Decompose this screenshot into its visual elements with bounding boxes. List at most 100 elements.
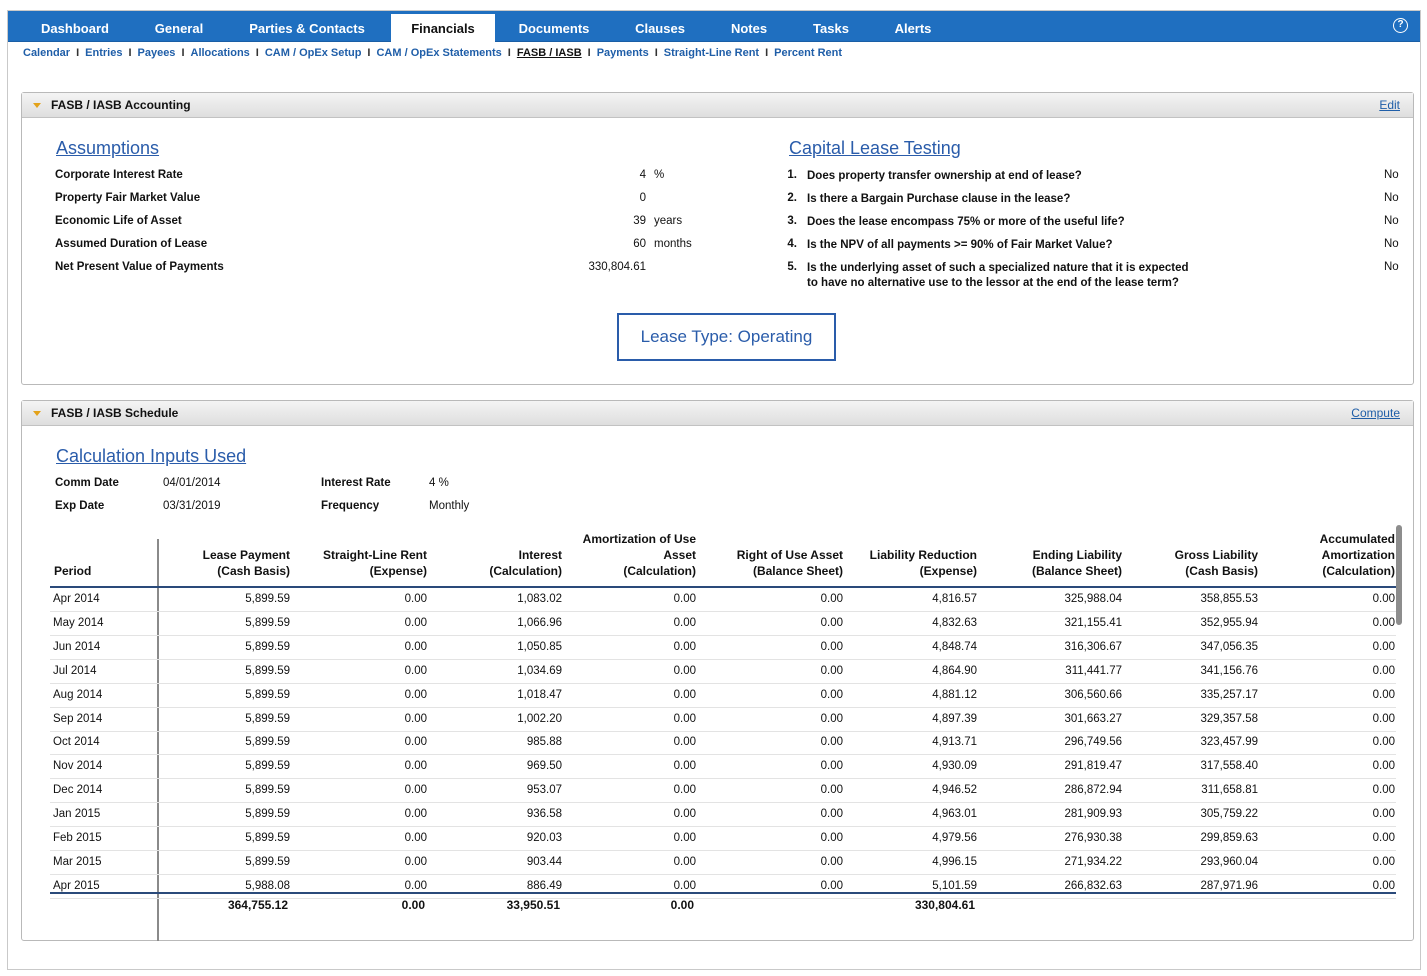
subnav-calendar[interactable]: Calendar (23, 47, 71, 59)
column-header: Lease Payment (Cash Basis) (165, 521, 290, 585)
question-number: 5. (787, 261, 797, 273)
tab-general[interactable]: General (154, 21, 204, 36)
table-row[interactable]: Aug 2014 5,899.59 0.00 1,018.47 0.00 0.00 4,88… (50, 684, 1396, 708)
tab-dashboard[interactable]: Dashboard (41, 21, 109, 36)
interest-rate-label: Interest Rate (321, 477, 391, 489)
exp-date-label: Exp Date (55, 500, 105, 512)
period-cell: Jan 2015 (53, 808, 101, 821)
table-cell: 5,899.59 (245, 712, 290, 725)
question-number: 4. (787, 238, 797, 250)
table-row[interactable]: Sep 2014 5,899.59 0.00 1,002.20 0.00 0.00 4,89… (50, 708, 1396, 732)
column-header: Period (54, 521, 154, 585)
period-cell: Jun 2014 (53, 640, 101, 653)
column-header: Ending Liability (Balance Sheet) (982, 521, 1122, 585)
table-cell: 0.00 (404, 736, 427, 749)
subnav-payees[interactable]: Payees (137, 47, 176, 59)
subnav-percent-rent[interactable]: Percent Rent (774, 47, 843, 59)
edit-link[interactable]: Edit (1379, 98, 1400, 112)
column-header-line: (Expense) (369, 564, 427, 578)
table-row[interactable]: Feb 2015 5,899.59 0.00 920.03 0.00 0.00 4,979.… (50, 827, 1396, 851)
assumption-label: Corporate Interest Rate (55, 169, 183, 181)
table-cell: 0.00 (1372, 640, 1395, 653)
table-cell: 0.00 (673, 832, 696, 844)
subnav-entries[interactable]: Entries (85, 47, 123, 59)
collapse-triangle-icon[interactable] (33, 411, 41, 416)
tab-tasks[interactable]: Tasks (813, 21, 849, 36)
table-cell: 4,881.12 (932, 688, 977, 701)
subnav-fasb-iasb[interactable]: FASB / IASB (516, 47, 582, 59)
table-scrollbar[interactable] (1396, 525, 1402, 625)
table-row[interactable]: Nov 2014 5,899.59 0.00 969.50 0.00 0.00 4,930.… (50, 755, 1396, 780)
table-cell: 271,934.22 (1064, 855, 1122, 868)
total-cell: 0.00 (670, 898, 694, 912)
subnav-cam-opex-setup[interactable]: CAM / OpEx Setup (264, 47, 362, 59)
tab-parties-contacts[interactable]: Parties & Contacts (249, 21, 365, 36)
table-cell: 0.00 (404, 855, 427, 868)
table-cell: 0.00 (820, 616, 843, 629)
assumption-label: Assumed Duration of Lease (55, 238, 208, 250)
total-cell: 364,755.12 (227, 898, 288, 912)
column-header-line: (Balance Sheet) (752, 564, 843, 578)
assumption-unit: % (654, 169, 665, 181)
table-cell: 287,971.96 (1200, 879, 1258, 892)
accounting-panel-header[interactable]: FASB / IASB Accounting Edit (22, 93, 1413, 118)
period-cell: May 2014 (53, 616, 104, 629)
tab-notes[interactable]: Notes (730, 21, 768, 36)
tab-clauses[interactable]: Clauses (635, 21, 685, 36)
table-cell: 0.00 (404, 832, 427, 844)
table-row[interactable]: Oct 2014 5,899.59 0.00 985.88 0.00 0.00 4,913.… (50, 731, 1396, 756)
tab-alerts[interactable]: Alerts (894, 21, 932, 36)
table-cell: 0.00 (404, 664, 427, 677)
table-cell: 0.00 (673, 616, 696, 629)
column-header: Straight-Line Rent (Expense) (299, 521, 427, 585)
table-cell: 5,988.08 (245, 879, 290, 892)
table-cell: 0.00 (1372, 855, 1395, 868)
total-cell: 0.00 (401, 898, 425, 912)
table-cell: 0.00 (820, 784, 843, 797)
total-cell (701, 894, 841, 916)
table-row[interactable]: Apr 2015 5,988.08 0.00 886.49 0.00 0.00 5,101.… (50, 875, 1396, 899)
table-cell: 0.00 (1372, 879, 1395, 892)
question-text: Does property transfer ownership at end … (807, 170, 1082, 182)
assumption-value: 60 (633, 238, 646, 250)
column-header-line: Ending Liability (1032, 548, 1122, 562)
table-cell: 329,357.58 (1200, 712, 1258, 725)
tab-documents[interactable]: Documents (518, 21, 590, 36)
table-cell: 0.00 (1372, 736, 1395, 749)
table-row[interactable]: Apr 2014 5,899.59 0.00 1,083.02 0.00 0.00 4,81… (50, 588, 1396, 612)
schedule-panel-header[interactable]: FASB / IASB Schedule Compute (22, 401, 1413, 426)
frequency-label: Frequency (321, 500, 380, 512)
table-row[interactable]: Dec 2014 5,899.59 0.00 953.07 0.00 0.00 4,946.… (50, 779, 1396, 804)
table-cell: 0.00 (1372, 784, 1395, 797)
help-icon[interactable]: ? (1393, 18, 1408, 33)
column-header-line: (Cash Basis) (217, 564, 290, 578)
table-row[interactable]: Jun 2014 5,899.59 0.00 1,050.85 0.00 0.00 4,84… (50, 636, 1396, 660)
table-row[interactable]: Jul 2014 5,899.59 0.00 1,034.69 0.00 0.00 4,86… (50, 660, 1396, 684)
table-cell: 920.03 (526, 832, 562, 844)
table-cell: 0.00 (820, 855, 843, 868)
tab-financials[interactable]: Financials (391, 14, 495, 43)
table-row[interactable]: Jan 2015 5,899.59 0.00 936.58 0.00 0.00 4,963.… (50, 803, 1396, 828)
subnav-allocations[interactable]: Allocations (190, 47, 250, 59)
table-cell: 5,899.59 (245, 616, 290, 629)
period-cell: Aug 2014 (53, 688, 103, 701)
table-divider (157, 539, 159, 941)
table-cell: 5,899.59 (245, 784, 290, 797)
table-cell: 301,663.27 (1064, 712, 1122, 725)
subnav-payments[interactable]: Payments (596, 47, 649, 59)
table-cell: 4,979.56 (932, 832, 977, 844)
header-rule (50, 586, 1396, 588)
compute-link[interactable]: Compute (1351, 406, 1400, 420)
collapse-triangle-icon[interactable] (33, 103, 41, 108)
table-cell: 5,899.59 (245, 688, 290, 701)
table-cell: 0.00 (1372, 808, 1395, 821)
table-row[interactable]: May 2014 5,899.59 0.00 1,066.96 0.00 0.00 4,83… (50, 612, 1396, 636)
column-header: Liability Reduction (Expense) (847, 521, 977, 585)
subnav-cam-opex-statements[interactable]: CAM / OpEx Statements (376, 47, 502, 59)
subnav-straight-line-rent[interactable]: Straight-Line Rent (663, 47, 760, 59)
table-cell: 886.49 (526, 879, 562, 892)
table-cell: 4,996.15 (932, 855, 977, 868)
table-cell: 0.00 (1372, 712, 1395, 725)
table-cell: 1,066.96 (517, 616, 562, 629)
table-row[interactable]: Mar 2015 5,899.59 0.00 903.44 0.00 0.00 4,996.… (50, 851, 1396, 875)
